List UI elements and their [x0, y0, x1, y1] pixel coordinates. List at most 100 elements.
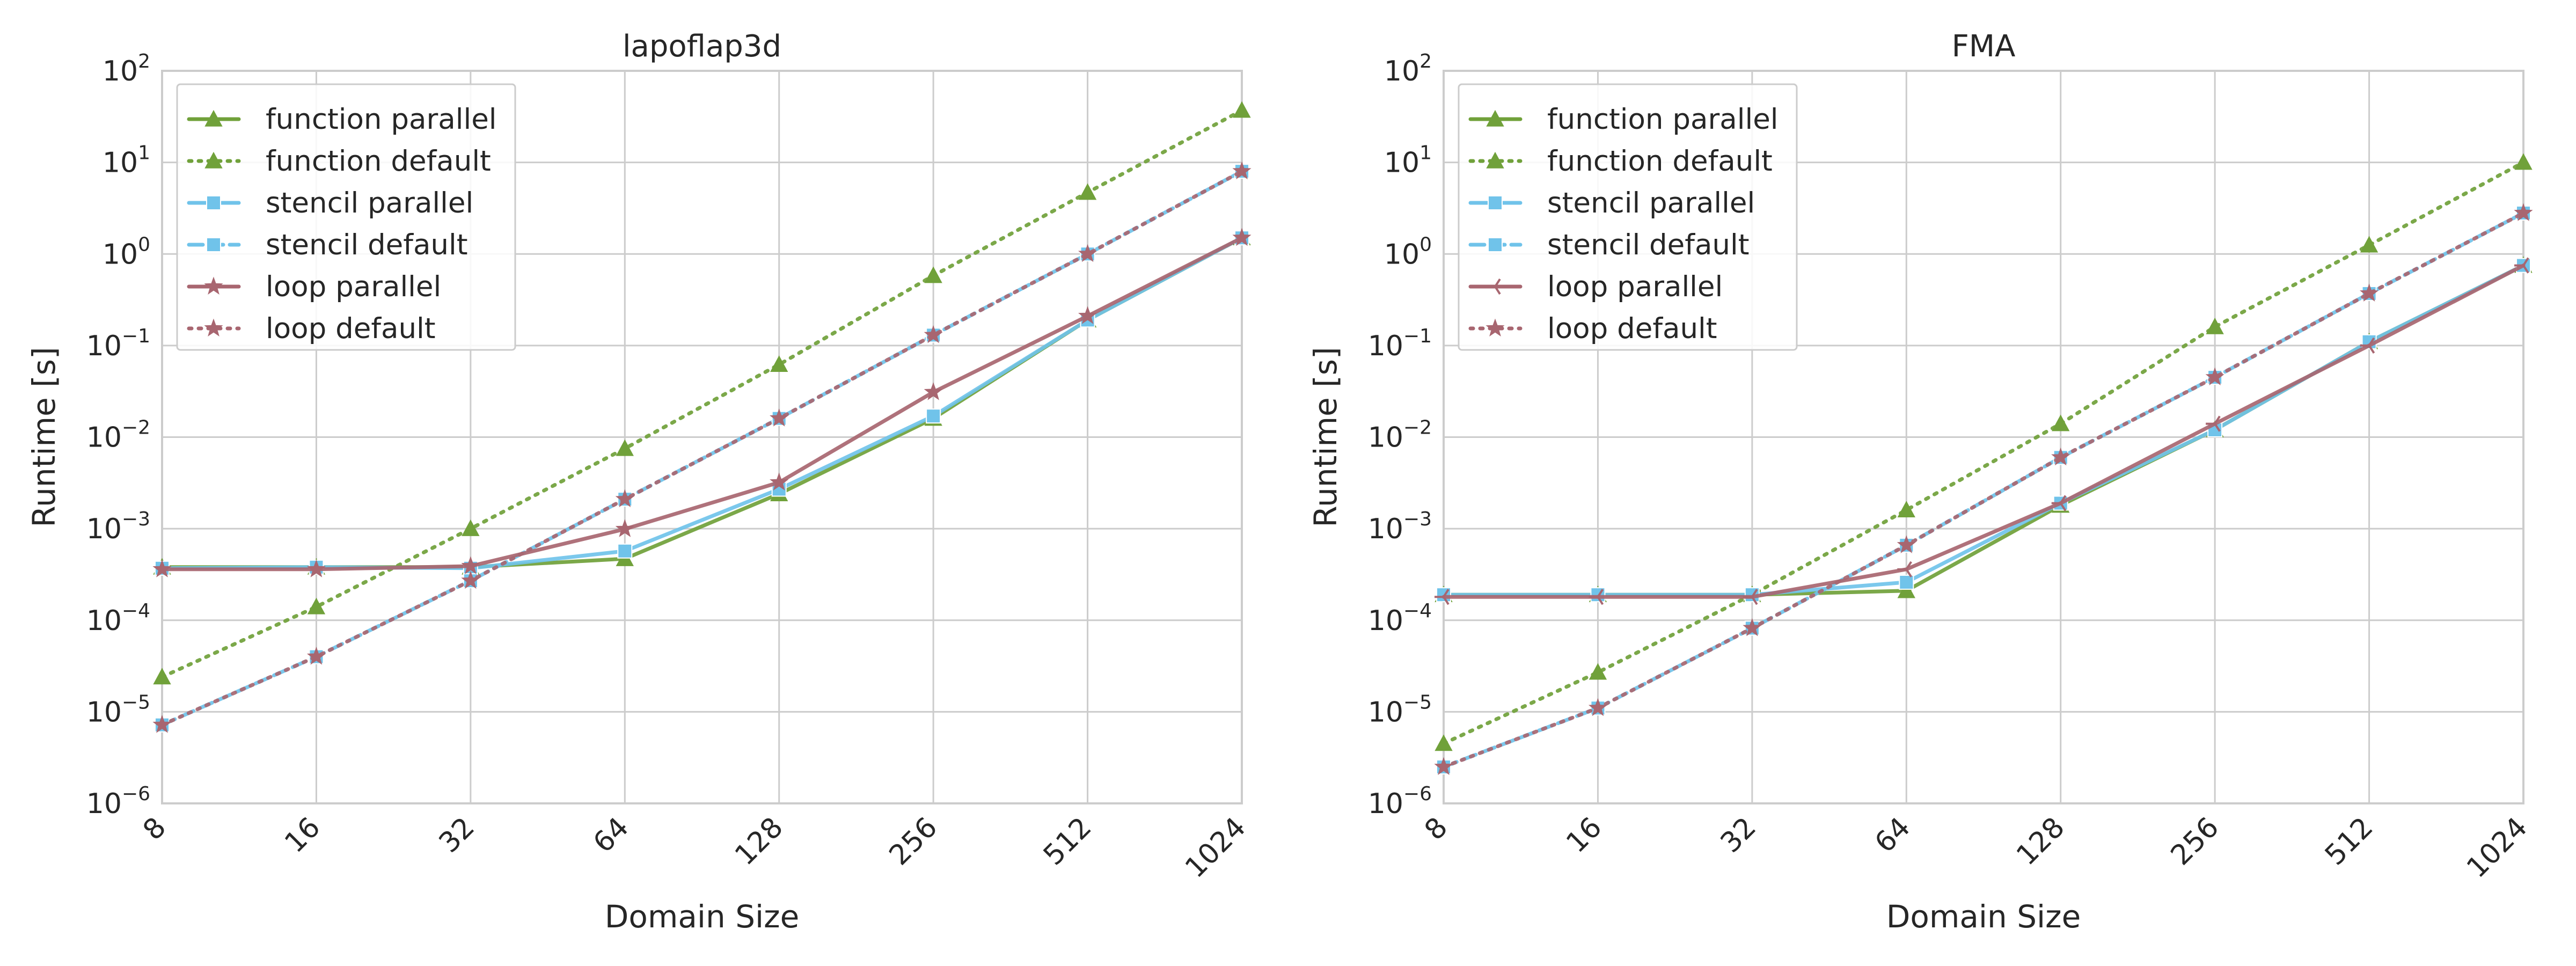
- legend-marker: [206, 195, 221, 210]
- data-point: [1743, 589, 1758, 605]
- y-tick-label: 102: [103, 50, 150, 87]
- legend-item: stencil default: [1468, 229, 1750, 261]
- y-tick-label: 10−6: [86, 783, 150, 820]
- legend-item: loop default: [187, 312, 436, 345]
- legend-marker: [1488, 237, 1503, 252]
- y-tick-exponent: −4: [122, 600, 150, 622]
- data-point: [1897, 581, 1915, 598]
- data-point: [770, 472, 789, 491]
- y-tick-base: 10: [1368, 788, 1403, 820]
- legend-label: function parallel: [266, 103, 497, 136]
- data-point: [2051, 447, 2070, 466]
- legend-label: stencil default: [266, 229, 468, 261]
- y-tick-base: 10: [103, 55, 138, 87]
- legend-marker: [1486, 278, 1501, 295]
- y-tick-exponent: 0: [1419, 233, 1432, 255]
- y-tick-exponent: −3: [1403, 508, 1432, 530]
- data-point: [1435, 734, 1453, 751]
- legend-label: loop default: [1547, 312, 1717, 345]
- y-tick-exponent: −4: [1403, 600, 1432, 622]
- y-tick-base: 10: [1368, 605, 1403, 637]
- data-point: [1590, 587, 1606, 603]
- data-point: [2514, 203, 2533, 221]
- legend-label: loop default: [266, 312, 436, 345]
- data-point: [1078, 183, 1097, 200]
- y-tick-exponent: 2: [1419, 50, 1432, 72]
- series-loop-default: [152, 161, 1252, 733]
- data-point: [924, 325, 943, 343]
- data-point: [1743, 618, 1762, 636]
- data-point: [153, 668, 171, 685]
- legend-box: [1458, 83, 1798, 351]
- legend-marker: [204, 318, 223, 336]
- y-tick-exponent: −1: [122, 325, 150, 347]
- y-tick-exponent: −1: [1403, 325, 1432, 347]
- data-point: [1078, 244, 1097, 262]
- plot-frame: [161, 70, 1243, 804]
- data-point: [770, 408, 789, 427]
- legend-item: stencil parallel: [1468, 187, 1755, 219]
- data-point: [1434, 757, 1453, 775]
- legend-label: function default: [266, 145, 491, 178]
- data-point: [617, 543, 633, 559]
- legend-item: function parallel: [187, 103, 497, 136]
- y-tick-label: 100: [1384, 233, 1432, 270]
- data-point: [616, 439, 634, 456]
- data-point: [461, 570, 480, 589]
- data-point: [2206, 317, 2224, 334]
- y-tick-base: 10: [86, 605, 122, 637]
- series-line: [1441, 160, 2526, 745]
- legend-label: stencil default: [1547, 229, 1750, 261]
- y-tick-label: 10−3: [86, 508, 150, 545]
- data-point: [152, 559, 172, 577]
- y-tick-exponent: 1: [138, 142, 150, 164]
- data-point: [615, 519, 634, 537]
- data-point: [1589, 589, 1604, 605]
- series-function-default: [1435, 153, 2533, 751]
- data-point: [1232, 161, 1252, 180]
- series-group: [152, 101, 1252, 733]
- y-tick-label: 10−1: [1368, 325, 1432, 362]
- series-group: [1434, 153, 2533, 775]
- series-line: [160, 236, 1244, 572]
- chart-title: FMA: [1952, 29, 2016, 64]
- data-point: [2514, 257, 2529, 274]
- series-line: [1441, 211, 2526, 769]
- y-tick-label: 101: [103, 142, 150, 179]
- x-axis-label: Domain Size: [1886, 898, 2081, 935]
- y-tick-base: 10: [1368, 513, 1403, 545]
- y-tick-exponent: 2: [138, 50, 150, 72]
- legend-item: function default: [1468, 145, 1773, 178]
- plot-frame: [1443, 70, 2524, 804]
- data-point: [1589, 663, 1607, 680]
- data-point: [1232, 228, 1252, 246]
- legend-label: stencil parallel: [266, 187, 473, 219]
- y-tick-base: 10: [86, 788, 122, 820]
- legend-item: stencil default: [187, 229, 468, 261]
- y-tick-base: 10: [1368, 696, 1403, 728]
- y-tick-label: 101: [1384, 142, 1432, 179]
- legend-item: function parallel: [1468, 103, 1779, 136]
- data-point: [770, 355, 788, 372]
- data-point: [2051, 495, 2067, 511]
- series-line: [160, 169, 1244, 727]
- series-loop-default: [1434, 203, 2533, 775]
- y-axis-label: Runtime [s]: [1307, 347, 1344, 527]
- y-tick-label: 102: [1384, 50, 1432, 87]
- legend-label: function parallel: [1547, 103, 1779, 136]
- data-point: [1233, 101, 1251, 118]
- data-point: [1078, 306, 1097, 324]
- legend-item: loop default: [1468, 312, 1717, 345]
- legend-label: function default: [1547, 145, 1773, 178]
- y-tick-label: 10−4: [1368, 600, 1432, 637]
- data-point: [306, 647, 326, 665]
- y-tick-exponent: −2: [122, 417, 150, 439]
- data-point: [1588, 698, 1607, 716]
- data-point: [1897, 535, 1916, 553]
- y-tick-exponent: −5: [1403, 691, 1432, 713]
- legend-marker: [1486, 151, 1504, 169]
- legend-marker: [204, 109, 223, 127]
- legend: function parallel function default stencil…: [1458, 83, 1798, 351]
- y-tick-label: 10−2: [86, 417, 150, 454]
